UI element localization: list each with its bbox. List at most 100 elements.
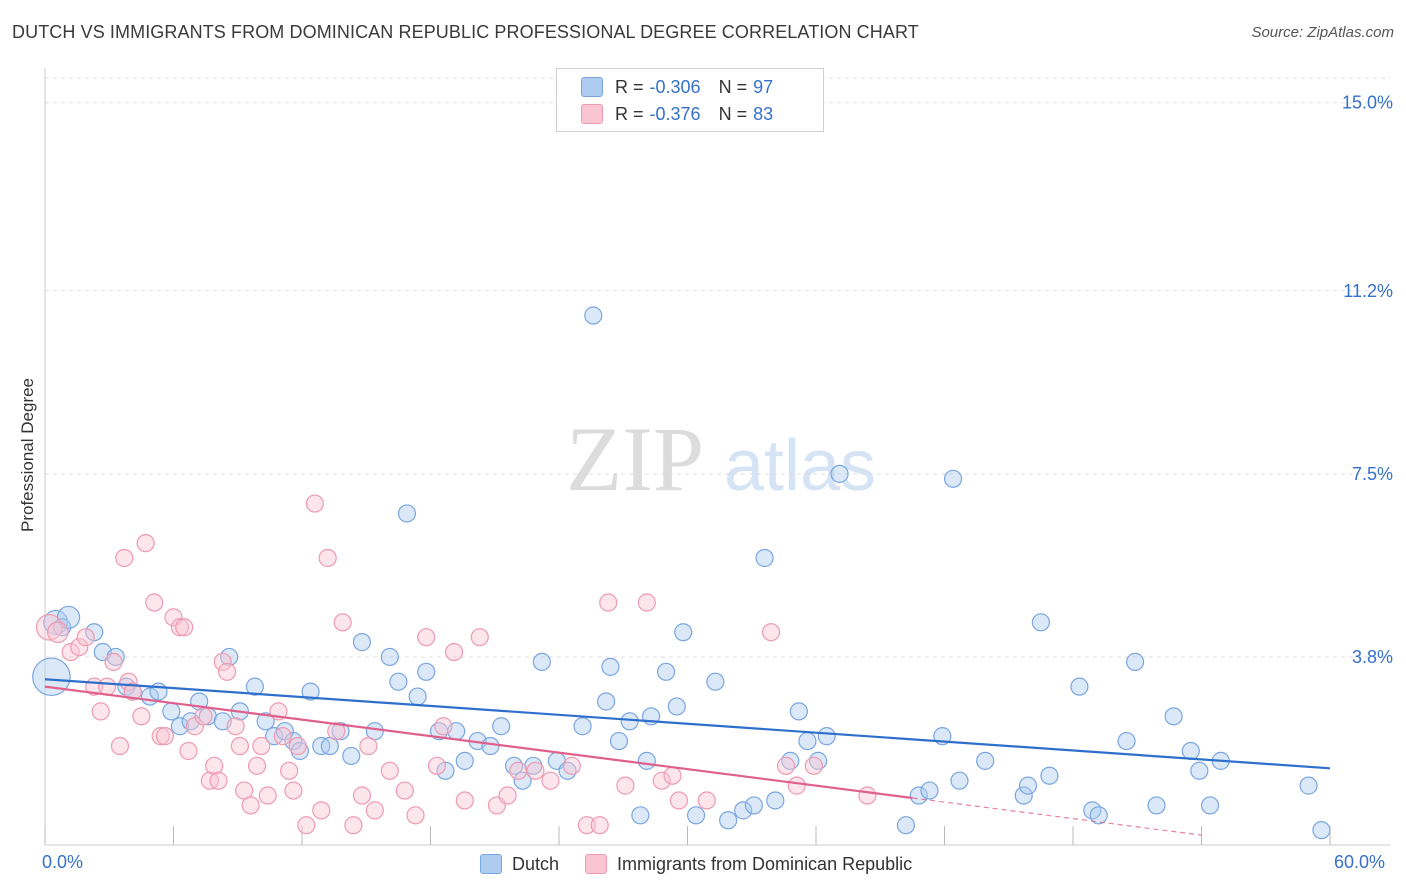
data-point[interactable]: [226, 717, 245, 736]
data-point[interactable]: [359, 736, 378, 756]
data-point[interactable]: [590, 816, 609, 835]
data-point[interactable]: [601, 657, 620, 676]
data-point[interactable]: [1117, 731, 1136, 751]
data-point[interactable]: [288, 736, 307, 756]
data-point[interactable]: [776, 756, 796, 775]
data-point[interactable]: [297, 816, 316, 835]
data-point[interactable]: [1089, 806, 1108, 825]
data-point[interactable]: [656, 662, 676, 681]
data-point[interactable]: [318, 548, 337, 568]
data-point[interactable]: [637, 593, 656, 612]
data-point[interactable]: [85, 623, 104, 642]
data-point[interactable]: [541, 771, 560, 790]
data-point[interactable]: [352, 633, 372, 652]
data-point[interactable]: [1312, 821, 1331, 840]
data-point[interactable]: [241, 796, 260, 815]
data-point[interactable]: [284, 781, 303, 800]
data-point[interactable]: [597, 692, 616, 711]
data-point[interactable]: [132, 707, 151, 726]
data-point[interactable]: [562, 756, 581, 775]
data-point[interactable]: [761, 623, 781, 642]
data-point[interactable]: [1014, 786, 1033, 805]
data-point[interactable]: [950, 771, 969, 790]
data-point[interactable]: [175, 618, 194, 637]
data-point[interactable]: [331, 722, 350, 741]
legend-item-dominican[interactable]: Immigrants from Dominican Republic: [585, 854, 912, 875]
data-point[interactable]: [380, 647, 399, 667]
data-point[interactable]: [162, 702, 181, 721]
data-point[interactable]: [115, 548, 134, 568]
data-point[interactable]: [609, 731, 629, 751]
data-point[interactable]: [1147, 796, 1166, 815]
data-point[interactable]: [470, 628, 489, 647]
data-point[interactable]: [273, 727, 292, 746]
data-point[interactable]: [943, 469, 963, 488]
data-point[interactable]: [1190, 761, 1209, 780]
data-point[interactable]: [32, 657, 71, 697]
data-point[interactable]: [365, 801, 384, 820]
data-point[interactable]: [526, 761, 545, 780]
data-point[interactable]: [455, 751, 474, 770]
data-point[interactable]: [230, 736, 249, 756]
data-point[interactable]: [252, 736, 271, 756]
data-point[interactable]: [616, 776, 635, 795]
data-point[interactable]: [669, 791, 689, 810]
data-point[interactable]: [734, 801, 753, 820]
data-point[interactable]: [1040, 766, 1059, 785]
data-point[interactable]: [573, 717, 592, 736]
data-point[interactable]: [280, 761, 299, 780]
data-point[interactable]: [110, 736, 130, 756]
data-point[interactable]: [76, 628, 95, 647]
data-point[interactable]: [444, 642, 464, 662]
data-point[interactable]: [213, 652, 232, 672]
data-point[interactable]: [47, 621, 69, 644]
data-point[interactable]: [417, 628, 436, 647]
data-point[interactable]: [170, 618, 190, 637]
data-point[interactable]: [584, 306, 603, 325]
data-point[interactable]: [61, 642, 80, 662]
data-point[interactable]: [1181, 741, 1200, 761]
data-point[interactable]: [492, 717, 511, 736]
data-point[interactable]: [417, 662, 436, 681]
data-point[interactable]: [352, 786, 372, 805]
data-point[interactable]: [145, 593, 164, 612]
data-point[interactable]: [1299, 776, 1318, 795]
data-point[interactable]: [1164, 707, 1183, 726]
data-point[interactable]: [104, 652, 123, 672]
data-point[interactable]: [342, 746, 361, 766]
data-point[interactable]: [427, 756, 447, 775]
data-point[interactable]: [498, 786, 517, 805]
data-point[interactable]: [245, 677, 264, 696]
data-point[interactable]: [455, 791, 474, 810]
data-point[interactable]: [667, 697, 686, 716]
data-point[interactable]: [389, 672, 408, 691]
data-point[interactable]: [301, 682, 320, 701]
data-point[interactable]: [755, 548, 774, 568]
data-point[interactable]: [408, 687, 427, 706]
data-point[interactable]: [789, 702, 808, 721]
data-point[interactable]: [858, 786, 877, 805]
data-point[interactable]: [380, 761, 399, 780]
data-point[interactable]: [599, 593, 618, 612]
data-point[interactable]: [509, 761, 528, 780]
data-point[interactable]: [155, 727, 175, 746]
data-point[interactable]: [706, 672, 725, 691]
data-point[interactable]: [577, 816, 596, 835]
data-point[interactable]: [532, 652, 551, 672]
data-point[interactable]: [98, 677, 117, 696]
data-point[interactable]: [1031, 613, 1050, 632]
data-point[interactable]: [406, 806, 425, 825]
data-point[interactable]: [620, 712, 639, 731]
data-point[interactable]: [70, 637, 89, 657]
data-point[interactable]: [637, 751, 656, 770]
data-point[interactable]: [327, 722, 346, 741]
data-point[interactable]: [312, 801, 331, 820]
data-point[interactable]: [333, 613, 352, 632]
data-point[interactable]: [205, 756, 224, 775]
data-point[interactable]: [91, 702, 110, 721]
data-point[interactable]: [123, 682, 142, 701]
data-point[interactable]: [217, 662, 237, 681]
data-point[interactable]: [1126, 652, 1145, 672]
data-point[interactable]: [787, 776, 806, 795]
data-point[interactable]: [798, 731, 817, 751]
